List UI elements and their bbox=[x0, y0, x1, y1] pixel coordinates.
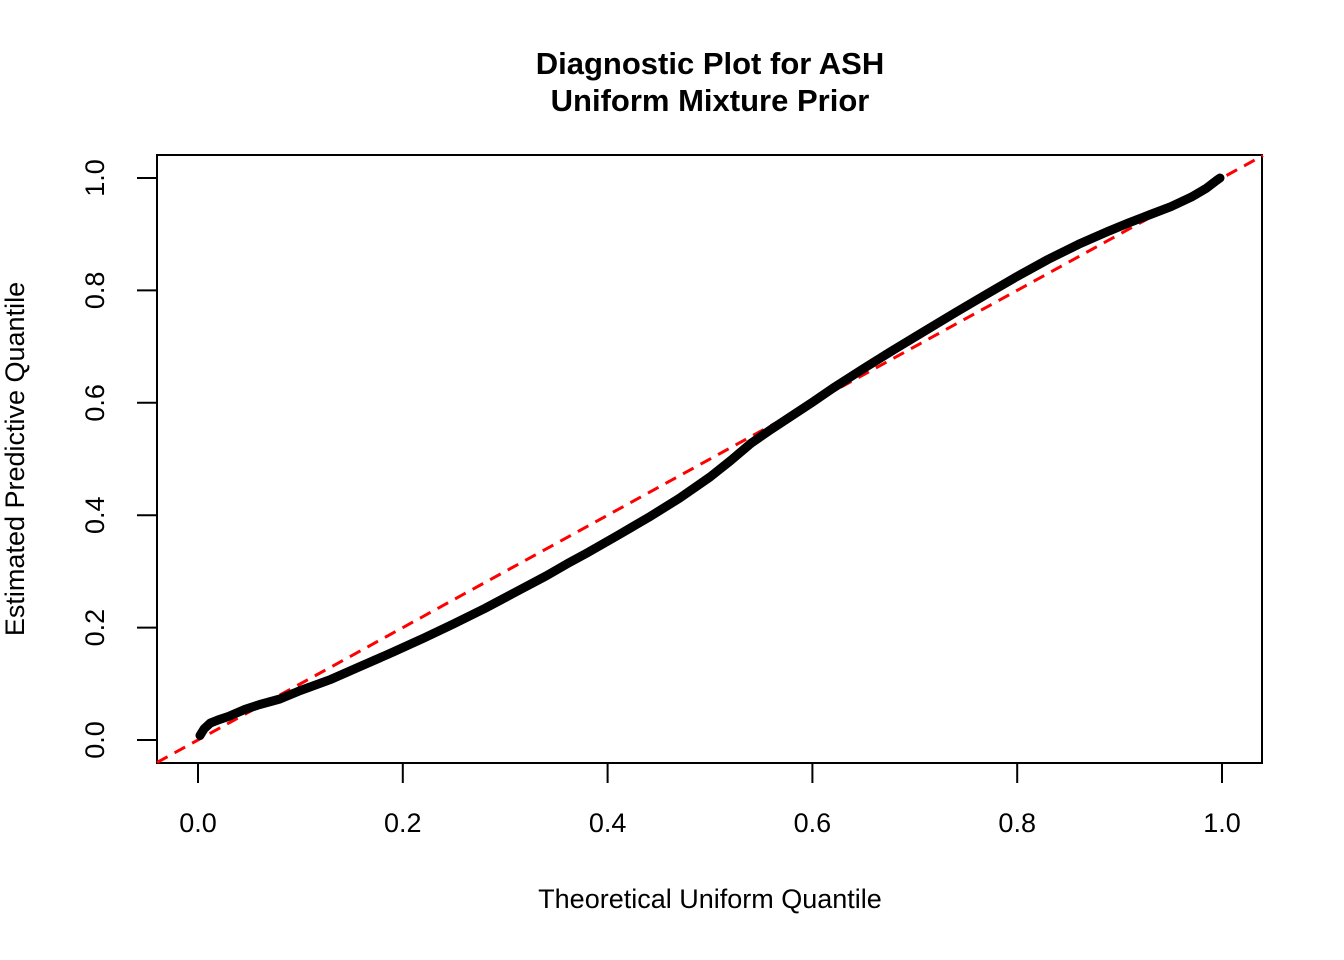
x-tick-label: 0.8 bbox=[998, 808, 1036, 838]
x-tick-label: 0.6 bbox=[794, 808, 832, 838]
quantile-curve bbox=[195, 173, 1225, 740]
chart-title-line-2: Uniform Mixture Prior bbox=[551, 83, 870, 118]
x-axis-label: Theoretical Uniform Quantile bbox=[538, 884, 882, 914]
x-tick-label: 0.0 bbox=[179, 808, 217, 838]
x-tick-label: 0.2 bbox=[384, 808, 422, 838]
y-tick-label: 0.4 bbox=[80, 496, 110, 534]
y-tick-label: 1.0 bbox=[80, 159, 110, 197]
x-axis-ticks: 0.0 0.2 0.4 0.6 0.8 1.0 bbox=[179, 763, 1241, 838]
y-tick-label: 0.0 bbox=[80, 721, 110, 759]
x-tick-label: 0.4 bbox=[589, 808, 627, 838]
y-tick-label: 0.6 bbox=[80, 384, 110, 422]
y-tick-label: 0.8 bbox=[80, 272, 110, 310]
chart-title-line-1: Diagnostic Plot for ASH bbox=[536, 46, 884, 81]
reference-line-path bbox=[156, 154, 1264, 764]
y-axis-label: Estimated Predictive Quantile bbox=[0, 282, 30, 636]
diagonal-reference-line bbox=[156, 154, 1264, 764]
plot-box bbox=[156, 154, 1263, 764]
y-axis-ticks: 0.0 0.2 0.4 0.6 0.8 1.0 bbox=[80, 159, 157, 759]
x-tick-label: 1.0 bbox=[1203, 808, 1241, 838]
quantile-curve-path bbox=[195, 173, 1225, 740]
y-tick-label: 0.2 bbox=[80, 609, 110, 647]
